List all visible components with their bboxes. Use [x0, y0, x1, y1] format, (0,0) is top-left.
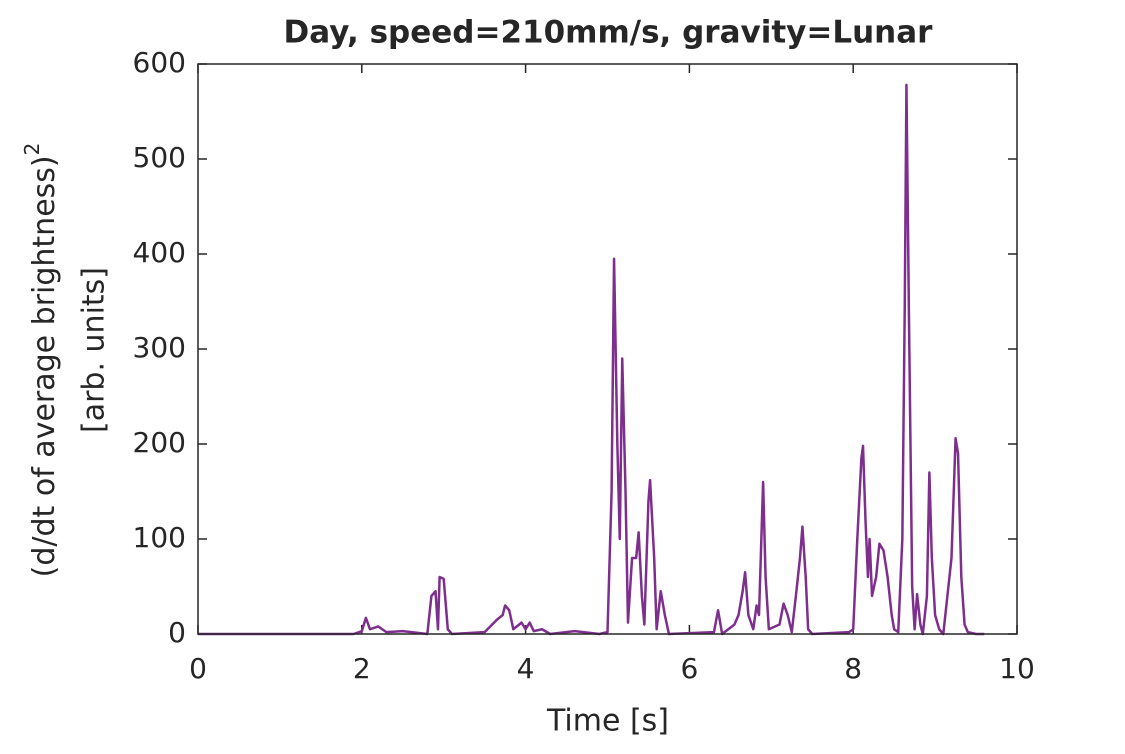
- y-tick-label: 600: [133, 46, 186, 79]
- y-label-main: (d/dt of average brightness): [27, 155, 62, 577]
- y-label-superscript: 2: [20, 143, 44, 156]
- y-tick-label: 0: [168, 616, 186, 649]
- x-tick-label: 0: [189, 652, 207, 685]
- x-tick-label: 2: [353, 652, 371, 685]
- data-line: [198, 83, 985, 636]
- x-tick-label: 6: [680, 652, 698, 685]
- y-axis-label: (d/dt of average brightness)2 [arb. unit…: [20, 143, 112, 578]
- chart-title: Day, speed=210mm/s, gravity=Lunar: [284, 15, 934, 51]
- y-tick-label: 400: [133, 236, 186, 269]
- y-axis-label-text: (d/dt of average brightness)2: [20, 143, 62, 578]
- x-tick-label: 4: [517, 652, 535, 685]
- y-label-units: [arb. units]: [77, 267, 112, 433]
- y-tick-label: 500: [133, 141, 186, 174]
- y-tick-label: 100: [133, 521, 186, 554]
- y-tick-label: 300: [133, 331, 186, 364]
- plot-frame: [197, 63, 1018, 635]
- x-tick-label: 8: [844, 652, 862, 685]
- x-tick-label: 10: [999, 652, 1035, 685]
- y-tick-label: 200: [133, 426, 186, 459]
- x-axis-label: Time [s]: [546, 704, 669, 739]
